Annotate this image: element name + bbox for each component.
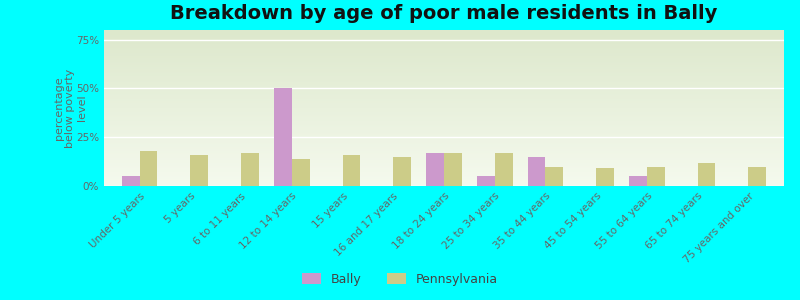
Bar (190, 155, 208, 186)
Title: Breakdown by age of poor male residents in Bally: Breakdown by age of poor male residents … (170, 4, 718, 23)
Bar (241, 153, 258, 186)
Bar (630, 176, 647, 186)
Bar (342, 155, 360, 186)
Bar (139, 151, 158, 186)
Bar (122, 176, 139, 186)
Legend: Bally, Pennsylvania: Bally, Pennsylvania (298, 268, 502, 291)
Bar (444, 153, 462, 186)
Bar (494, 153, 513, 186)
Bar (749, 167, 766, 186)
Bar (477, 176, 494, 186)
Bar (596, 168, 614, 186)
Bar (528, 157, 546, 186)
Bar (426, 153, 444, 186)
Bar (546, 167, 563, 186)
Y-axis label: percentage
below poverty
level: percentage below poverty level (54, 68, 87, 148)
Bar (647, 167, 665, 186)
Bar (274, 88, 292, 186)
Bar (394, 157, 411, 186)
Bar (292, 159, 310, 186)
Bar (698, 163, 715, 186)
